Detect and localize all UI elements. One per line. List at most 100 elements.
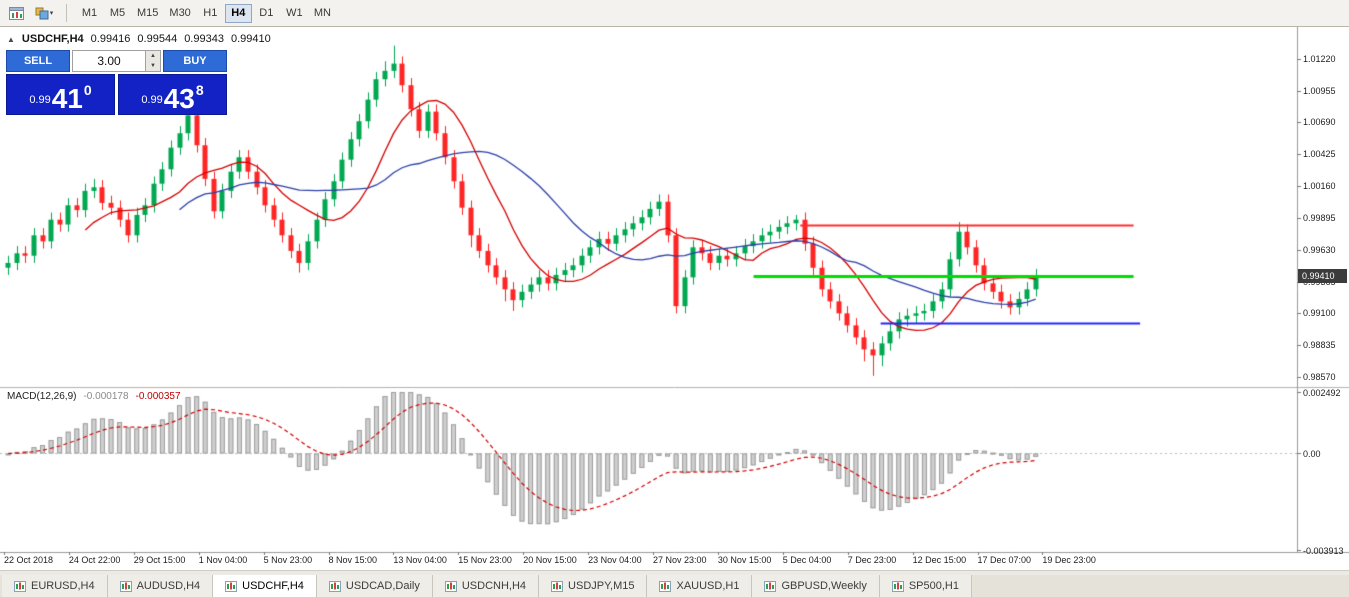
chart-icon	[225, 580, 238, 592]
tab-usdcnh[interactable]: USDCNH,H4	[432, 575, 540, 597]
chart-icon	[891, 580, 904, 592]
timeframe-button-w1[interactable]: W1	[281, 4, 308, 23]
horizontal-scrollbar[interactable]	[0, 570, 1349, 575]
macd-axis-label: 0.002492	[1303, 388, 1341, 398]
price-axis-label: 1.00690	[1303, 117, 1336, 128]
time-axis-label: 17 Dec 07:00	[977, 555, 1032, 565]
time-axis-label: 12 Dec 15:00	[912, 555, 967, 565]
timeframe-button-h1[interactable]: H1	[197, 4, 224, 23]
chart-icon	[764, 580, 777, 592]
buy-button[interactable]: BUY	[163, 50, 227, 72]
chart-icon	[444, 580, 457, 592]
tab-usdcad[interactable]: USDCAD,Daily	[316, 575, 433, 597]
tab-label: EURUSD,H4	[31, 580, 95, 592]
chart-icon	[328, 580, 341, 592]
one-click-trading-panel: SELL 3.00 ▲ ▼ BUY 0.99 41 0 0.99 43 8	[6, 50, 227, 115]
volume-control[interactable]: 3.00 ▲ ▼	[72, 50, 161, 72]
timeframe-button-d1[interactable]: D1	[253, 4, 280, 23]
tab-audusd[interactable]: AUDUSD,H4	[107, 575, 214, 597]
ask-big-figure: 43	[163, 83, 195, 115]
time-axis-label: 30 Nov 15:00	[717, 555, 772, 565]
sell-button[interactable]: SELL	[6, 50, 70, 72]
toolbar: ▾ M1 M5 M15 M30 H1 H4 D1 W1 MN	[0, 0, 1349, 27]
time-axis-label: 5 Nov 23:00	[263, 555, 313, 565]
volume-spinner[interactable]: ▲ ▼	[145, 51, 160, 71]
chart-area: ▲ USDCHF,H4 0.99416 0.99544 0.99343 0.99…	[0, 27, 1349, 570]
window-icon[interactable]	[3, 2, 29, 24]
tab-label: GBPUSD,Weekly	[781, 580, 867, 592]
chevron-down-icon: ▾	[49, 10, 54, 17]
toolbar-separator	[66, 4, 67, 22]
ask-pipette: 8	[195, 82, 204, 98]
macd-signal-value: -0.000357	[135, 391, 181, 402]
chart-icon	[14, 580, 26, 592]
timeframe-button-mn[interactable]: MN	[309, 4, 336, 23]
price-axis-label: 0.99100	[1303, 308, 1336, 319]
time-axis-label: 19 Dec 23:00	[1042, 555, 1096, 565]
ohlc-high: 0.99544	[137, 33, 178, 45]
price-axis-label: 0.99895	[1303, 212, 1336, 223]
timeframe-button-m30[interactable]: M30	[164, 4, 195, 23]
price-chart-canvas[interactable]	[0, 27, 1349, 570]
chart-symbol-label: USDCHF,H4	[21, 33, 84, 45]
time-axis-label: 27 Nov 23:00	[653, 555, 707, 565]
ohlc-low: 0.99343	[184, 33, 224, 45]
time-axis-label: 7 Dec 23:00	[847, 555, 897, 565]
objects-icon-glyph	[35, 7, 49, 19]
price-axis-label: 0.98570	[1303, 371, 1336, 382]
price-axis-label: 0.99630	[1303, 244, 1336, 255]
macd-axis-label: -0.003913	[1303, 546, 1344, 556]
timeframe-toolbar: M1 M5 M15 M30 H1 H4 D1 W1 MN	[76, 3, 336, 23]
ask-prefix: 0.99	[141, 94, 163, 106]
macd-indicator-label: MACD(12,26,9) -0.000178 -0.000357	[7, 391, 181, 402]
collapse-icon[interactable]: ▲	[7, 34, 15, 44]
buy-price-button[interactable]: 0.99 43 8	[118, 74, 227, 115]
time-axis-label: 13 Nov 04:00	[393, 555, 447, 565]
time-axis-label: 23 Nov 04:00	[588, 555, 642, 565]
volume-value[interactable]: 3.00	[97, 54, 121, 68]
timeframe-button-h4[interactable]: H4	[224, 3, 252, 23]
tab-label: SP500,H1	[908, 580, 959, 592]
bid-pipette: 0	[83, 82, 92, 98]
tab-label: USDCAD,Daily	[345, 580, 420, 592]
tab-xauusd[interactable]: XAUUSD,H1	[647, 575, 753, 597]
time-axis-label: 20 Nov 15:00	[523, 555, 577, 565]
tab-usdjpy[interactable]: USDJPY,M15	[539, 575, 648, 597]
price-axis-label: 0.98835	[1303, 340, 1336, 351]
tab-label: USDCHF,H4	[242, 580, 304, 592]
time-axis-label: 24 Oct 22:00	[68, 555, 121, 565]
macd-name: MACD(12,26,9)	[7, 391, 77, 402]
chart-icon	[551, 580, 564, 592]
tab-gbpusd[interactable]: GBPUSD,Weekly	[752, 575, 880, 597]
chart-tabs-bar: EURUSD,H4 AUDUSD,H4 USDCHF,H4 USDCAD,Daily U…	[0, 575, 1349, 597]
price-axis-label: 1.00955	[1303, 85, 1336, 96]
last-price-badge: 0.99410	[1298, 269, 1347, 284]
bid-big-figure: 41	[51, 83, 83, 115]
timeframe-button-m1[interactable]: M1	[76, 4, 103, 23]
bid-prefix: 0.99	[29, 94, 51, 106]
ohlc-close: 0.99410	[230, 33, 271, 45]
tab-eurusd[interactable]: EURUSD,H4	[2, 575, 108, 597]
objects-dropdown-icon[interactable]: ▾	[31, 2, 57, 24]
tab-sp500[interactable]: SP500,H1	[879, 575, 972, 597]
tab-label: AUDUSD,H4	[136, 580, 201, 592]
time-axis-label: 1 Nov 04:00	[198, 555, 248, 565]
chart-icon	[119, 580, 132, 592]
window-icon-glyph	[8, 6, 24, 20]
ohlc-open: 0.99416	[90, 33, 131, 45]
tab-label: USDCNH,H4	[461, 580, 527, 592]
timeframe-button-m15[interactable]: M15	[132, 4, 163, 23]
price-axis-label: 1.00160	[1303, 181, 1336, 192]
tab-usdchf[interactable]: USDCHF,H4	[213, 575, 317, 597]
spinner-down-icon[interactable]: ▼	[146, 61, 160, 71]
tab-label: XAUUSD,H1	[676, 580, 740, 592]
timeframe-button-m5[interactable]: M5	[104, 4, 131, 23]
macd-main-value: -0.000178	[83, 391, 129, 402]
chart-icon	[659, 580, 672, 592]
sell-price-button[interactable]: 0.99 41 0	[6, 74, 115, 115]
time-axis-label: 22 Oct 2018	[4, 555, 54, 565]
time-axis-label: 5 Dec 04:00	[782, 555, 832, 565]
spinner-up-icon[interactable]: ▲	[146, 51, 160, 61]
time-axis-label: 15 Nov 23:00	[458, 555, 512, 565]
